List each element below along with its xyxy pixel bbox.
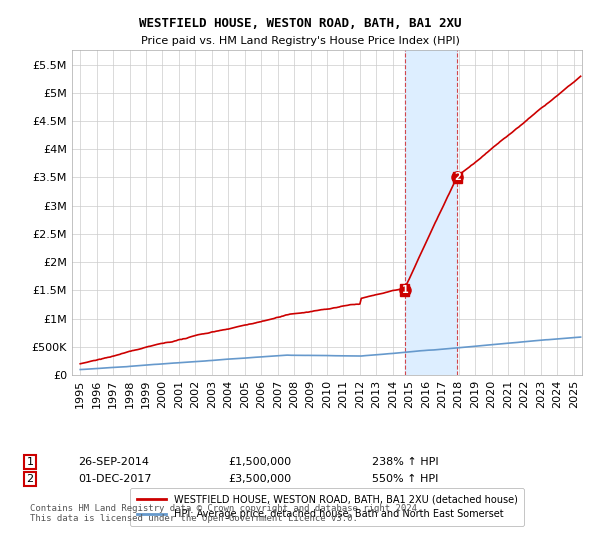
Text: £1,500,000: £1,500,000 [228, 457, 291, 467]
Text: £3,500,000: £3,500,000 [228, 474, 291, 484]
Text: Contains HM Land Registry data © Crown copyright and database right 2024.
This d: Contains HM Land Registry data © Crown c… [30, 504, 422, 524]
Text: 550% ↑ HPI: 550% ↑ HPI [372, 474, 439, 484]
Text: 26-SEP-2014: 26-SEP-2014 [78, 457, 149, 467]
Text: 1: 1 [26, 457, 34, 467]
Text: Price paid vs. HM Land Registry's House Price Index (HPI): Price paid vs. HM Land Registry's House … [140, 36, 460, 46]
Text: 238% ↑ HPI: 238% ↑ HPI [372, 457, 439, 467]
Text: 1: 1 [401, 286, 408, 296]
Bar [405, 50, 457, 375]
Text: WESTFIELD HOUSE, WESTON ROAD, BATH, BA1 2XU: WESTFIELD HOUSE, WESTON ROAD, BATH, BA1 … [139, 17, 461, 30]
Text: 2: 2 [26, 474, 34, 484]
Text: 2: 2 [454, 172, 461, 183]
Legend: WESTFIELD HOUSE, WESTON ROAD, BATH, BA1 2XU (detached house), HPI: Average price: WESTFIELD HOUSE, WESTON ROAD, BATH, BA1 … [130, 488, 524, 526]
Text: 01-DEC-2017: 01-DEC-2017 [78, 474, 151, 484]
